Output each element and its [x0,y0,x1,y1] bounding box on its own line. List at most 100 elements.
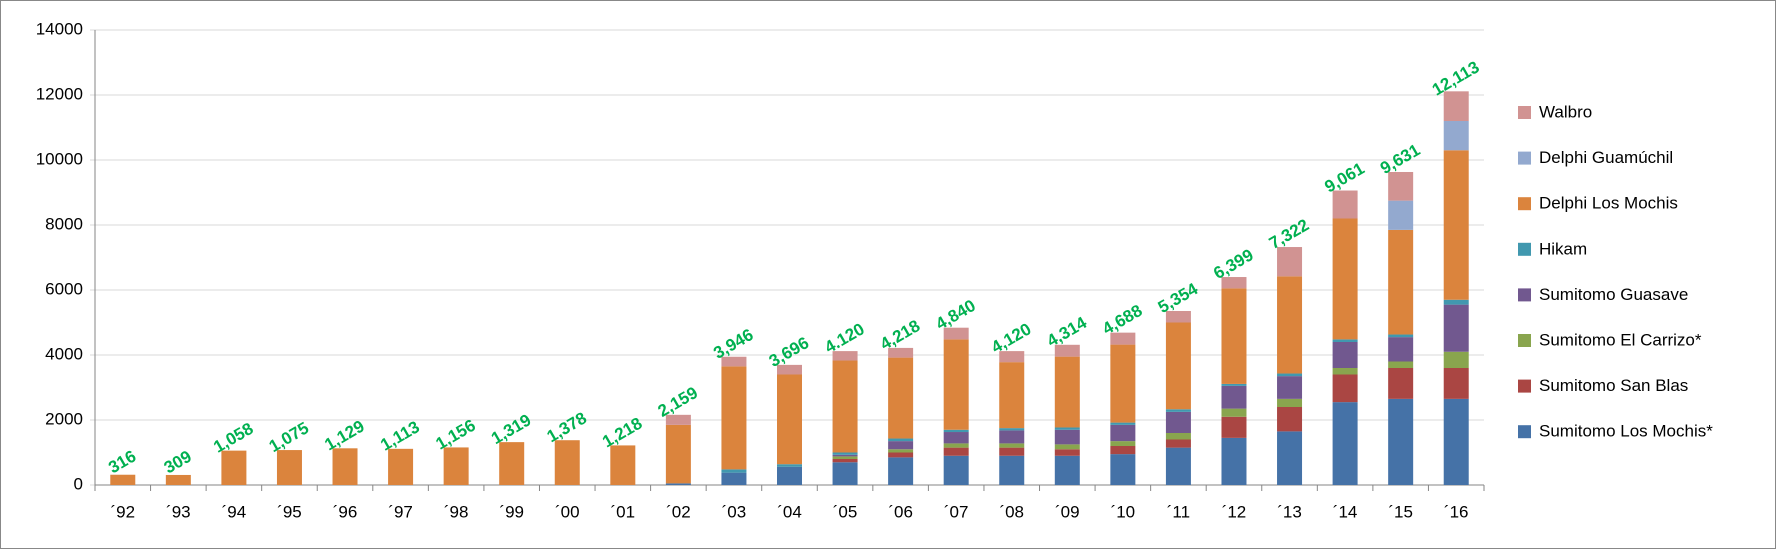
bar-segment [1054,444,1080,450]
bar-segment [1388,200,1414,230]
bar-segment [1443,351,1469,368]
bar-segment [1388,171,1414,201]
bar-segment [777,464,802,467]
bar-segment [721,366,747,470]
y-tick-label: 6000 [45,279,83,298]
x-tick-label: ´03 [722,502,747,521]
x-tick-label: ´05 [833,502,858,521]
bar-segment [1221,437,1247,485]
bar-segment [1277,407,1303,432]
bar-segment [1332,368,1358,375]
bar-segment [999,455,1025,485]
bar-segment [999,351,1025,363]
bar-segment [1110,441,1136,446]
bar-segment [888,357,914,439]
bar-segment [1443,121,1469,151]
bar-segment [1443,150,1469,300]
bar-segment [1110,454,1136,485]
bar-segment [888,438,914,442]
bar-segment [499,442,525,485]
bar-segment [943,432,969,444]
x-tick-label: ´13 [1277,502,1302,521]
legend-label: Sumitomo San Blas [1539,376,1688,395]
bar-segment [1443,91,1469,121]
x-tick-label: ´94 [222,502,247,521]
bar-segment [1054,356,1080,428]
x-tick-label: ´92 [110,502,135,521]
bar-segment [1165,411,1191,433]
bar-segment [1054,429,1080,445]
bar-segment [777,466,802,485]
bar-segment [110,474,136,485]
bar-segment [1165,310,1191,323]
x-tick-label: ´10 [1111,502,1136,521]
legend-label: Hikam [1539,239,1587,258]
bar-segment [1110,332,1136,345]
bar-segment [999,430,1025,444]
bar-segment [943,447,969,456]
bar-segment [1388,229,1414,335]
x-tick-label: ´97 [388,502,413,521]
x-tick-label: ´93 [166,502,191,521]
bar-segment [832,452,858,455]
bar-segment [943,443,969,448]
legend-label: Walbro [1539,102,1592,121]
bar-segment [1221,408,1247,417]
x-tick-label: ´12 [1222,502,1247,521]
bar-segment [943,429,969,433]
x-tick-label: ´14 [1333,502,1358,521]
bar-segment [1165,322,1191,410]
x-tick-label: ´00 [555,502,580,521]
bar-segment [1277,431,1303,485]
bar-segment [1388,368,1414,399]
bar-segment [1277,398,1303,407]
bar-segment [665,424,691,484]
bar-segment [1165,447,1191,485]
x-tick-label: ´04 [777,502,802,521]
x-tick-label: ´06 [888,502,913,521]
legend-label: Delphi Los Mochis [1539,194,1678,213]
bar-segment [1221,385,1247,409]
bar-segment [888,449,914,453]
legend-swatch [1518,242,1531,256]
y-tick-label: 14000 [36,19,83,38]
bar-segment [1054,455,1080,485]
x-tick-label: ´95 [277,502,302,521]
bar-segment [999,447,1025,456]
bar-segment [1388,334,1414,338]
bar-segment [1332,342,1358,368]
bar-segment [1332,339,1358,342]
x-tick-label: ´98 [444,502,469,521]
bar-segment [832,459,858,463]
bar-segment [1054,427,1080,430]
legend-swatch [1518,334,1531,347]
bar-segment [1221,383,1247,386]
bar-segment [1388,337,1414,362]
bar-segment [1443,368,1469,399]
bar-segment [943,327,969,340]
bar-segment [888,457,914,485]
bar-segment [221,450,247,485]
legend-swatch [1518,425,1531,439]
y-tick-label: 12000 [36,84,83,103]
legend-swatch [1518,151,1531,165]
bar-segment [1332,402,1358,485]
bar-segment [1277,376,1303,399]
bar-segment [721,356,747,367]
bar-segment [1277,373,1303,377]
x-tick-label: ´01 [611,502,636,521]
bar-segment [721,469,747,473]
bar-segment [943,339,969,430]
bar-segment [1165,409,1191,412]
bar-segment [1443,304,1469,352]
legend-label: Sumitomo Los Mochis* [1539,422,1713,441]
bar-segment [388,448,414,485]
bar-segment [665,483,691,485]
legend-label: Delphi Guamúchil [1539,148,1673,167]
bar-segment [1277,247,1303,277]
bar-segment [165,474,191,485]
bar-segment [665,414,691,425]
bar-segment [999,362,1025,429]
bar-segment [1332,218,1358,340]
